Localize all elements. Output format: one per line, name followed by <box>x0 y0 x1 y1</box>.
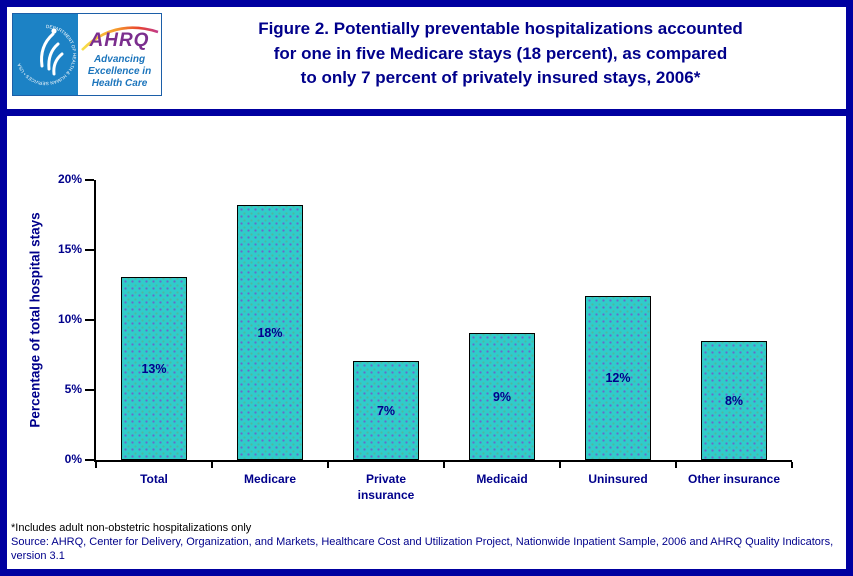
y-axis-tick-label: 10% <box>57 312 82 326</box>
y-axis-tick <box>85 459 94 461</box>
ahrq-wordmark-panel: AHRQ Advancing Excellence in Health Care <box>78 14 161 95</box>
y-axis-tick <box>85 179 94 181</box>
y-axis-tick-label: 15% <box>57 242 82 256</box>
bar-private-insurance: 7% <box>353 361 419 460</box>
ahrq-wordmark: AHRQ <box>89 30 150 51</box>
header-divider <box>7 109 846 116</box>
y-axis-tick-label: 20% <box>57 172 82 186</box>
footnote-asterisk: *Includes adult non-obstetric hospitaliz… <box>11 522 252 534</box>
footnote-source: Source: AHRQ, Center for Delivery, Organ… <box>11 536 834 563</box>
figure-title: Figure 2. Potentially preventable hospit… <box>258 19 743 88</box>
bar-value-label: 18% <box>257 325 283 340</box>
x-axis-category-label: Other insurance <box>687 472 781 486</box>
hhs-seal: DEPARTMENT OF HEALTH & HUMAN SERVICES • … <box>13 14 78 95</box>
rainbow-arc-icon <box>81 26 159 51</box>
bar-value-label: 7% <box>376 403 396 418</box>
bar-value-label: 13% <box>141 361 167 376</box>
y-axis-tick-label: 0% <box>64 452 82 466</box>
x-axis-tick <box>791 462 793 468</box>
bar-value-label: 9% <box>492 389 512 404</box>
y-axis-tick-label: 5% <box>64 382 82 396</box>
bar-medicare: 18% <box>237 205 303 460</box>
y-axis-tick <box>85 249 94 251</box>
eagle-head <box>51 28 57 34</box>
bar-other-insurance: 8% <box>701 341 767 460</box>
y-axis-tick <box>85 319 94 321</box>
x-axis-tick <box>95 462 97 468</box>
x-axis-tick <box>675 462 677 468</box>
x-axis-category-label: Private insurance <box>357 472 415 502</box>
x-axis-tick <box>211 462 213 468</box>
bar-total: 13% <box>121 277 187 460</box>
x-axis-category-label: Medicaid <box>476 472 528 486</box>
x-axis-category-label: Uninsured <box>588 472 648 486</box>
ahrq-tagline: Advancing Excellence in Health Care <box>87 54 152 89</box>
footnotes: *Includes adult non-obstetric hospitaliz… <box>11 521 842 563</box>
x-axis-category-label: Total <box>140 472 168 486</box>
x-axis-tick <box>327 462 329 468</box>
bar-medicaid: 9% <box>469 333 535 460</box>
ahrq-hhs-logo: DEPARTMENT OF HEALTH & HUMAN SERVICES • … <box>12 13 162 96</box>
bar-value-label: 12% <box>605 371 631 385</box>
x-axis-tick <box>559 462 561 468</box>
eagle-icon <box>40 32 64 76</box>
bar-uninsured: 12% <box>585 296 651 460</box>
x-axis-tick <box>443 462 445 468</box>
bar-value-label: 8% <box>724 393 744 408</box>
plot-area: 0% 5% 10% 15% 20% 13% Total 18% Medicare 7% Privat… <box>58 172 793 502</box>
y-axis-tick <box>85 389 94 391</box>
x-axis-category-label: Medicare <box>243 472 297 486</box>
